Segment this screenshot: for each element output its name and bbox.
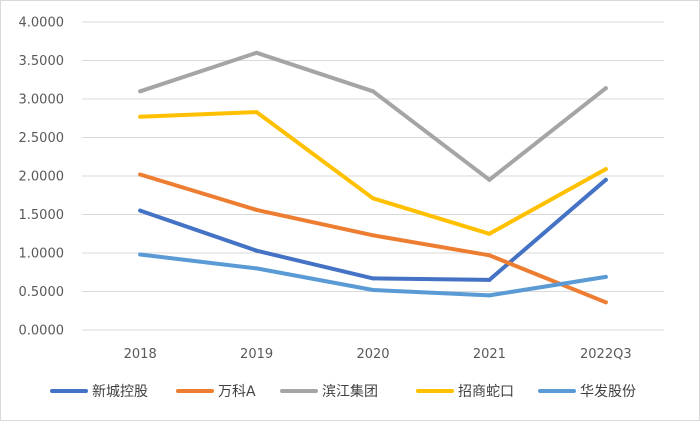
data-point xyxy=(487,231,492,236)
legend-label: 新城控股 xyxy=(92,384,148,400)
data-point xyxy=(603,167,608,172)
data-point xyxy=(138,252,143,257)
series-line-3 xyxy=(138,50,608,182)
y-tick-label: 1.0000 xyxy=(19,247,65,262)
data-point xyxy=(138,89,143,94)
y-axis-ticks: 0.0000 0.5000 1.0000 1.5000 2.0000 2.5000 3.00… xyxy=(19,16,65,339)
y-tick-label: 0.5000 xyxy=(19,285,65,300)
data-point xyxy=(487,277,492,282)
data-point xyxy=(254,110,259,115)
data-point xyxy=(487,293,492,298)
data-point xyxy=(487,177,492,182)
legend-label: 滨江集团 xyxy=(322,383,378,400)
gridlines xyxy=(82,21,664,331)
legend: 新城控股 万科A 滨江集团 招商蛇口 华发股份 xyxy=(50,383,636,400)
data-point xyxy=(371,233,375,238)
y-tick-label: 2.0000 xyxy=(19,170,65,185)
data-point xyxy=(603,177,608,182)
x-tick-label: 2018 xyxy=(124,347,157,362)
data-point xyxy=(138,208,143,213)
data-point xyxy=(254,266,259,271)
data-point xyxy=(254,248,259,253)
data-point xyxy=(254,50,259,55)
series-lines xyxy=(138,50,608,305)
x-tick-label: 2020 xyxy=(356,347,389,362)
data-point xyxy=(371,89,375,94)
data-point xyxy=(603,274,608,279)
series-line-4 xyxy=(138,110,608,236)
y-tick-label: 3.5000 xyxy=(19,54,65,69)
data-point xyxy=(603,86,608,91)
legend-label: 万科A xyxy=(218,384,256,400)
x-tick-label: 2019 xyxy=(240,347,273,362)
y-tick-label: 1.5000 xyxy=(19,208,65,223)
data-point xyxy=(371,287,375,292)
y-tick-label: 3.0000 xyxy=(19,93,65,108)
y-tick-label: 2.5000 xyxy=(19,131,65,146)
legend-label: 招商蛇口 xyxy=(458,384,514,400)
legend-label: 华发股份 xyxy=(580,384,636,400)
data-point xyxy=(138,172,143,177)
data-point xyxy=(138,114,143,119)
x-tick-label: 2021 xyxy=(473,347,506,362)
data-point xyxy=(371,196,375,201)
data-point xyxy=(371,276,375,281)
data-point xyxy=(603,300,608,305)
data-point xyxy=(254,207,259,212)
x-axis-ticks: 2018 2019 2020 2021 2022Q3 xyxy=(124,347,632,362)
x-tick-label: 2022Q3 xyxy=(580,347,632,362)
y-tick-label: 4.0000 xyxy=(19,16,65,31)
data-point xyxy=(487,253,492,258)
y-tick-label: 0.0000 xyxy=(19,324,65,339)
